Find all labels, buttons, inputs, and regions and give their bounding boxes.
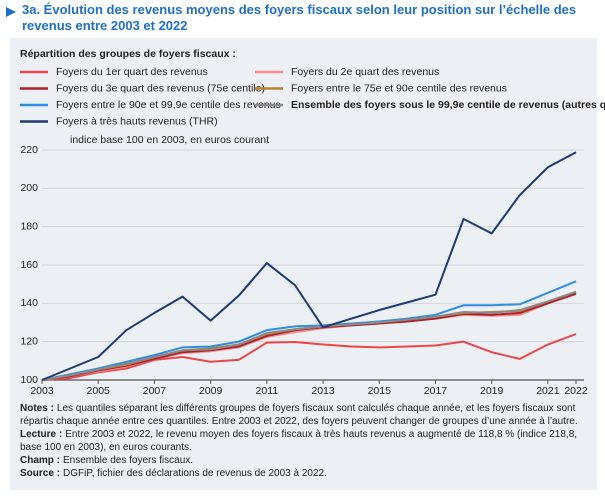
y-axis-label: indice base 100 en 2003, en euros couran…: [70, 134, 269, 146]
series-line: [41, 290, 577, 381]
legend-title: Répartition des groupes de foyers fiscau…: [20, 48, 236, 60]
note-label: Champ :: [20, 455, 60, 466]
note-text: Les quantiles séparant les différents gr…: [20, 403, 578, 427]
title-arrow: [6, 7, 16, 17]
x-tick-label: 2003: [30, 385, 54, 397]
x-tick-label: 2017: [424, 385, 448, 397]
legend-label: Foyers entre le 75e et 90e centile des r…: [291, 82, 507, 94]
series-line: [41, 333, 577, 381]
legend-label: Ensemble des foyers sous le 99,9e centil…: [291, 99, 605, 111]
note: Champ : Ensemble des foyers fiscaux.: [20, 454, 595, 467]
series-line: [41, 151, 577, 381]
y-tick-label: 100: [20, 374, 38, 386]
x-tick-label: 2021: [536, 385, 560, 397]
y-tick-label: 160: [20, 259, 38, 271]
note-label: Source :: [20, 468, 61, 479]
y-tick-label: 180: [20, 220, 38, 232]
note-text: DGFiP, fichier des déclarations de reven…: [63, 468, 327, 479]
note: Lecture : Entre 2003 et 2022, le revenu m…: [20, 428, 595, 454]
note-text: Ensemble des foyers fiscaux.: [63, 455, 194, 466]
note: Source : DGFiP, fichier des déclarations …: [20, 467, 595, 480]
y-tick-label: 200: [20, 182, 38, 194]
x-tick-label: 2005: [87, 385, 111, 397]
x-tick-label: 2013: [311, 385, 335, 397]
x-tick-label: 2019: [480, 385, 504, 397]
chart: Répartition des groupes de foyers fiscau…: [20, 48, 605, 397]
note-text: Entre 2003 et 2022, le revenu moyen des …: [20, 429, 578, 453]
series-line: [41, 280, 577, 381]
x-tick-label: 2011: [256, 385, 279, 397]
x-tick-label: 2009: [199, 385, 223, 397]
legend-label: Foyers entre le 90e et 99,9e centile des…: [56, 99, 281, 111]
legend-label: Foyers à très hauts revenus (THR): [56, 115, 218, 127]
x-tick-label: 2015: [368, 385, 392, 397]
y-tick-label: 140: [20, 297, 38, 309]
note-label: Lecture :: [20, 429, 63, 440]
note-label: Notes :: [20, 403, 54, 414]
chart-panel: [10, 38, 597, 490]
note: Notes : Les quantiles séparant les différ…: [20, 402, 595, 428]
legend-label: Foyers du 1er quart des revenus: [56, 66, 208, 78]
x-tick-label: 2022: [564, 385, 588, 397]
notes: Notes : Les quantiles séparant les différ…: [20, 402, 595, 480]
legend-label: Foyers du 2e quart des revenus: [291, 66, 439, 78]
title: 3a. Évolution des revenus moyens des foy…: [22, 2, 577, 33]
legend-label: Foyers du 3e quart des revenus (75e cent…: [56, 82, 265, 94]
x-tick-label: 2007: [143, 385, 167, 397]
y-tick-label: 120: [20, 335, 38, 347]
y-tick-label: 220: [20, 144, 38, 156]
